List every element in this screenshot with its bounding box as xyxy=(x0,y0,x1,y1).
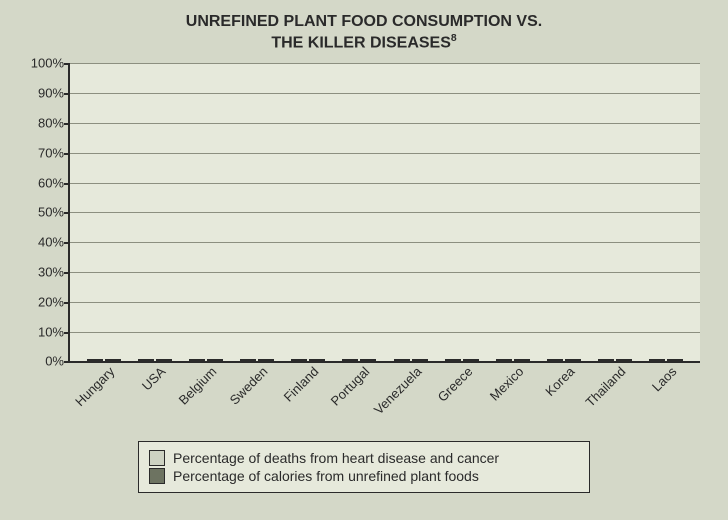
bar-calories xyxy=(667,359,683,361)
y-axis-label: 100% xyxy=(31,56,70,71)
y-axis-label: 40% xyxy=(38,235,70,250)
bar-deaths xyxy=(87,359,103,361)
bar-group: Portugal xyxy=(334,359,385,361)
legend-item-deaths: Percentage of deaths from heart disease … xyxy=(149,450,579,466)
y-axis-label: 70% xyxy=(38,145,70,160)
x-axis-label: Finland xyxy=(281,364,322,405)
bar-deaths xyxy=(445,359,461,361)
bar-group: Mexico xyxy=(487,359,538,361)
bar-group: Greece xyxy=(436,359,487,361)
legend-label-calories: Percentage of calories from unrefined pl… xyxy=(173,468,479,484)
bar-deaths xyxy=(394,359,410,361)
legend-item-calories: Percentage of calories from unrefined pl… xyxy=(149,468,579,484)
bar-calories xyxy=(156,359,172,361)
y-axis-label: 20% xyxy=(38,294,70,309)
y-axis-label: 80% xyxy=(38,115,70,130)
bar-group: USA xyxy=(129,359,180,361)
bar-deaths xyxy=(598,359,614,361)
bar-calories xyxy=(616,359,632,361)
x-axis-label: Thailand xyxy=(583,364,629,410)
x-axis-label: Laos xyxy=(649,364,680,395)
y-axis-label: 30% xyxy=(38,264,70,279)
y-axis-label: 90% xyxy=(38,86,70,101)
x-axis-label: Belgium xyxy=(176,364,220,408)
bar-group: Venezuela xyxy=(385,359,436,361)
plot-region: 0%10%20%30%40%50%60%70%80%90%100%Hungary… xyxy=(68,63,700,363)
bar-group: Korea xyxy=(539,359,590,361)
y-axis-label: 10% xyxy=(38,324,70,339)
bar-deaths xyxy=(291,359,307,361)
bar-calories xyxy=(565,359,581,361)
bar-deaths xyxy=(240,359,256,361)
x-axis-label: Korea xyxy=(542,364,577,399)
x-axis-label: Greece xyxy=(434,364,475,405)
bar-calories xyxy=(258,359,274,361)
bar-deaths xyxy=(138,359,154,361)
x-axis-label: Hungary xyxy=(72,364,117,409)
bar-group: Laos xyxy=(641,359,692,361)
chart-title: UNREFINED PLANT FOOD CONSUMPTION VS. THE… xyxy=(0,0,728,53)
chart-plot-area: 0%10%20%30%40%50%60%70%80%90%100%Hungary… xyxy=(68,63,700,363)
legend-swatch-deaths xyxy=(149,450,165,466)
bar-deaths xyxy=(649,359,665,361)
x-axis-label: Sweden xyxy=(227,364,271,408)
bar-calories xyxy=(207,359,223,361)
bar-deaths xyxy=(342,359,358,361)
y-axis-label: 60% xyxy=(38,175,70,190)
x-axis-label: Venezuela xyxy=(370,364,424,418)
y-axis-label: 50% xyxy=(38,205,70,220)
x-axis-label: Portugal xyxy=(328,364,373,409)
bar-calories xyxy=(360,359,376,361)
bar-deaths xyxy=(547,359,563,361)
y-axis-label: 0% xyxy=(45,354,70,369)
legend: Percentage of deaths from heart disease … xyxy=(138,441,590,493)
legend-label-deaths: Percentage of deaths from heart disease … xyxy=(173,450,499,466)
bar-group: Sweden xyxy=(232,359,283,361)
bar-calories xyxy=(105,359,121,361)
bar-group: Hungary xyxy=(78,359,129,361)
title-line-1: UNREFINED PLANT FOOD CONSUMPTION VS. xyxy=(186,13,542,30)
bar-group: Belgium xyxy=(180,359,231,361)
x-axis-label: Mexico xyxy=(487,364,527,404)
bar-calories xyxy=(463,359,479,361)
bar-group: Thailand xyxy=(590,359,641,361)
bar-deaths xyxy=(496,359,512,361)
bar-group: Finland xyxy=(283,359,334,361)
title-footnote-ref: 8 xyxy=(451,33,457,44)
bar-deaths xyxy=(189,359,205,361)
x-axis-label: USA xyxy=(139,364,169,394)
legend-swatch-calories xyxy=(149,468,165,484)
bar-calories xyxy=(309,359,325,361)
title-line-2: THE KILLER DISEASES xyxy=(271,34,451,51)
bar-calories xyxy=(514,359,530,361)
bar-calories xyxy=(412,359,428,361)
bars-container: HungaryUSABelgiumSwedenFinlandPortugalVe… xyxy=(70,63,700,361)
